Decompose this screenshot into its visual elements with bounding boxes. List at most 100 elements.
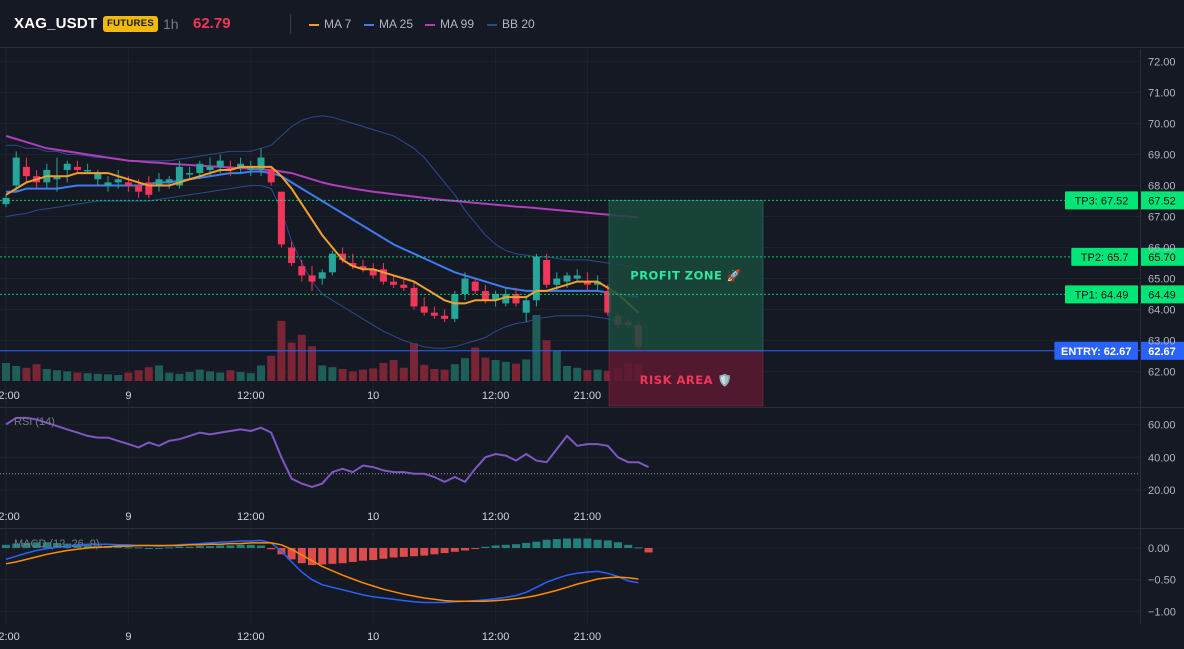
last-price: 62.79 bbox=[193, 15, 231, 32]
interval-label[interactable]: 1h bbox=[163, 16, 179, 32]
candle-body bbox=[410, 287, 418, 307]
macd-histogram-bar bbox=[114, 546, 123, 548]
volume-bar bbox=[226, 370, 235, 381]
macd-histogram-bar bbox=[461, 548, 469, 551]
candle-body bbox=[308, 275, 316, 282]
macd-histogram-bar bbox=[471, 548, 480, 549]
time-axis-tick: 9 bbox=[125, 631, 131, 643]
volume-bar bbox=[593, 369, 602, 381]
macd-histogram-bar bbox=[603, 540, 612, 548]
tp2-tag bbox=[1071, 247, 1138, 266]
macd-histogram-bar bbox=[491, 545, 500, 548]
volume-bar bbox=[532, 315, 541, 381]
legend-swatch-ma7 bbox=[309, 23, 319, 26]
candle-body bbox=[594, 281, 602, 285]
price-axis-tick: 70.00 bbox=[1148, 118, 1176, 130]
macd-histogram-bar bbox=[542, 539, 551, 548]
legend-label-ma99: MA 99 bbox=[440, 17, 475, 31]
price-axis-tick: 69.00 bbox=[1148, 149, 1176, 161]
legend-bb20[interactable]: BB 20 bbox=[487, 14, 535, 34]
volume-bar bbox=[165, 372, 174, 381]
legend-ma99[interactable]: MA 99 bbox=[425, 14, 474, 34]
volume-bar bbox=[175, 373, 184, 381]
volume-bar bbox=[430, 369, 439, 381]
macd-histogram-bar bbox=[563, 538, 571, 548]
macd-histogram-bar bbox=[308, 548, 316, 566]
tp1-axis-tag bbox=[1141, 285, 1184, 304]
volume-bar bbox=[42, 369, 51, 381]
legend-ma25[interactable]: MA 25 bbox=[364, 14, 413, 34]
candle-body bbox=[94, 173, 102, 180]
price-axis-tick: 63.00 bbox=[1148, 336, 1176, 348]
time-axis-tick: 12:00 bbox=[482, 631, 510, 643]
time-axis-tick: 9 bbox=[125, 390, 131, 402]
candle-body bbox=[532, 256, 540, 301]
candle-body bbox=[114, 179, 122, 183]
macd-histogram-bar bbox=[155, 548, 163, 549]
price-axis-tick: 65.00 bbox=[1148, 274, 1176, 286]
volume-bar bbox=[450, 364, 459, 381]
price-axis-tick: 68.00 bbox=[1148, 180, 1176, 192]
macd-histogram-bar bbox=[53, 542, 61, 548]
macd-histogram-bar bbox=[318, 548, 327, 565]
legend-label-ma25: MA 25 bbox=[379, 17, 414, 31]
volume-bar bbox=[246, 373, 255, 381]
candle-body bbox=[124, 182, 132, 186]
tp3-tag bbox=[1065, 191, 1138, 210]
header-divider bbox=[290, 14, 291, 34]
time-axis-tick: 12:00 bbox=[0, 390, 20, 402]
tp2-axis-tag bbox=[1141, 247, 1184, 266]
macd-histogram-bar bbox=[206, 546, 214, 548]
candle-body bbox=[318, 272, 326, 279]
time-axis-tick: 12:00 bbox=[237, 631, 265, 643]
macd-histogram-bar bbox=[522, 542, 531, 548]
profit-zone-label: PROFIT ZONE 🚀 bbox=[630, 269, 742, 283]
macd-histogram-bar bbox=[379, 548, 388, 559]
candle-body bbox=[522, 300, 530, 313]
macd-histogram-bar bbox=[32, 542, 41, 548]
volume-bar bbox=[420, 364, 429, 381]
volume-bar bbox=[471, 347, 480, 381]
time-axis-tick: 21:00 bbox=[574, 511, 602, 523]
volume-bar bbox=[287, 342, 296, 381]
candle-body bbox=[267, 169, 275, 183]
macd-axis-tick: −1.00 bbox=[1148, 606, 1176, 618]
macd-histogram-bar bbox=[22, 542, 31, 548]
volume-bar bbox=[603, 370, 612, 381]
volume-bar bbox=[53, 370, 61, 381]
symbol-title[interactable]: XAG_USDT bbox=[14, 15, 98, 32]
risk-area-label: RISK AREA 🛡️ bbox=[640, 373, 733, 387]
volume-bar bbox=[257, 365, 265, 381]
macd-histogram-bar bbox=[267, 548, 276, 550]
rsi-axis-tick: 40.00 bbox=[1148, 452, 1176, 464]
price-axis-tick: 67.00 bbox=[1148, 212, 1176, 224]
tp1-axis-label: 64.49 bbox=[1148, 289, 1176, 301]
candle-body bbox=[379, 269, 387, 282]
time-axis-tick: 12:00 bbox=[237, 511, 265, 523]
macd-histogram-bar bbox=[348, 548, 357, 562]
macd-histogram-bar bbox=[532, 541, 541, 548]
price-axis-tick: 66.00 bbox=[1148, 243, 1176, 255]
macd-histogram-bar bbox=[287, 548, 296, 560]
candle-body bbox=[288, 247, 296, 264]
legend-ma7[interactable]: MA 7 bbox=[309, 14, 351, 34]
volume-bar bbox=[583, 370, 592, 381]
macd-histogram-bar bbox=[134, 547, 143, 549]
chart-header: XAG_USDT FUTURES 1h 62.79 MA 7 MA 25 MA … bbox=[0, 0, 1184, 48]
price-axis-tick: 72.00 bbox=[1148, 56, 1176, 68]
candle-body bbox=[226, 166, 234, 170]
time-axis-tick: 9 bbox=[125, 511, 131, 523]
candle-body bbox=[451, 294, 459, 319]
entry-tag bbox=[1054, 341, 1138, 360]
tp3-axis-tag bbox=[1141, 191, 1184, 210]
legend-label-bb20: BB 20 bbox=[502, 17, 535, 31]
macd-histogram-bar bbox=[257, 545, 265, 548]
time-axis-tick: 10 bbox=[367, 390, 379, 402]
candle-body bbox=[175, 166, 183, 186]
volume-bar bbox=[440, 369, 449, 381]
tp3-axis-label: 67.52 bbox=[1148, 195, 1176, 207]
volume-bar bbox=[552, 350, 561, 381]
rsi-axis-tick: 60.00 bbox=[1148, 419, 1176, 431]
entry-axis-label: 62.67 bbox=[1148, 346, 1176, 358]
